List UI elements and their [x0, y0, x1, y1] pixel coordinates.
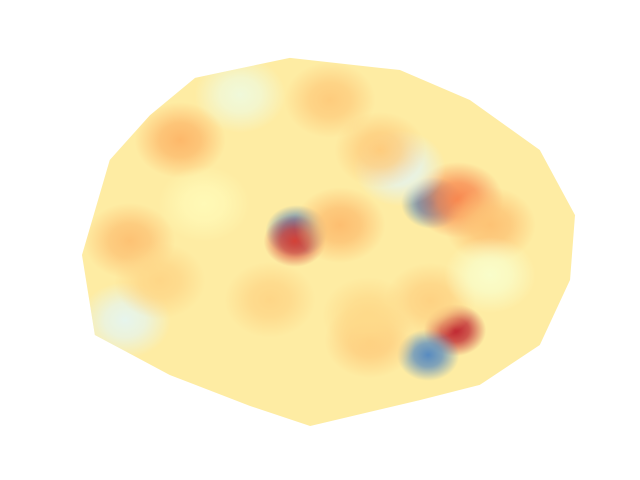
contour-peak [444, 237, 536, 314]
contour-peak [322, 277, 414, 353]
contour-peak [294, 187, 386, 264]
contour-fields [81, 57, 536, 381]
contour-peak [334, 111, 426, 188]
contour-peak [158, 166, 250, 242]
contour-peak [114, 242, 206, 319]
contour-peak [284, 62, 376, 139]
contour-peak [134, 101, 226, 178]
contour-peak [194, 57, 286, 133]
contour-peak [224, 261, 316, 338]
